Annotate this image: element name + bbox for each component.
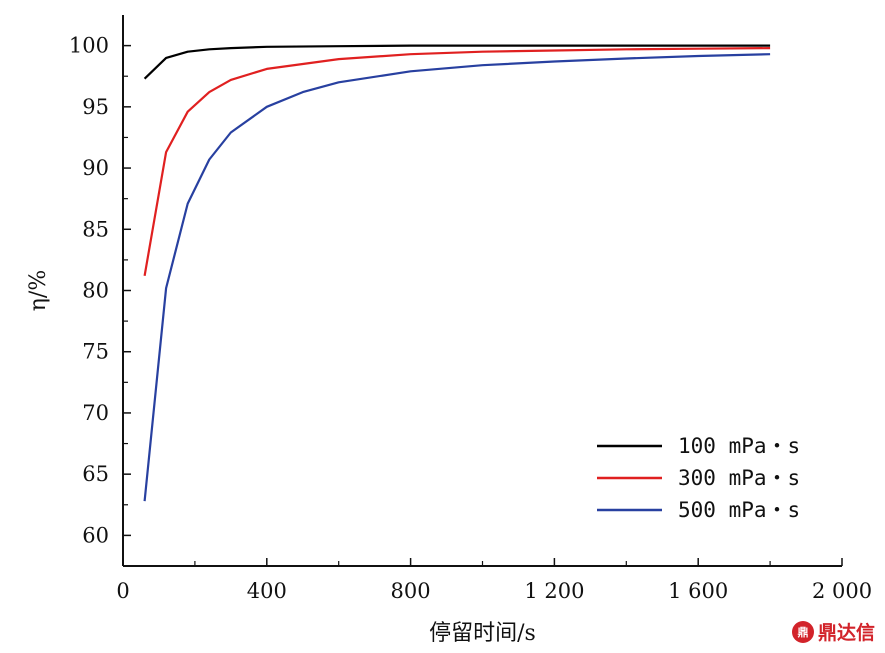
y-tick-label: 100	[69, 34, 109, 58]
y-tick-label: 75	[82, 340, 109, 364]
watermark: 鼎 鼎达信	[791, 618, 875, 645]
legend: 100 mPa・s 300 mPa・s 500 mPa・s	[597, 434, 800, 522]
x-tick-label: 800	[391, 579, 431, 603]
y-tick-label: 90	[82, 156, 109, 180]
watermark-text: 鼎达信	[817, 622, 875, 644]
ticks: 60 65 70 75 80 85 90 95 100 0 400 800 1 200 1 600 2 00…	[69, 34, 872, 603]
legend-label-3: 500 mPa・s	[678, 498, 800, 522]
x-tick-label: 400	[247, 579, 287, 603]
y-tick-label: 65	[82, 462, 109, 486]
y-tick-label: 60	[82, 523, 109, 547]
x-axis-title: 停留时间/s	[429, 621, 536, 646]
x-tick-label: 1 600	[668, 579, 728, 603]
y-tick-label: 80	[82, 279, 109, 303]
x-tick-label: 0	[116, 579, 129, 603]
series-line-2	[143, 47, 771, 276]
y-tick-label: 95	[82, 95, 109, 119]
x-tick-label: 2 000	[812, 579, 872, 603]
legend-label-2: 300 mPa・s	[678, 466, 800, 490]
y-axis-title: η/%	[26, 270, 51, 312]
x-tick-label: 1 200	[524, 579, 584, 603]
series-line-3	[143, 53, 771, 502]
legend-label-1: 100 mPa・s	[678, 434, 800, 458]
series-layer	[143, 44, 771, 502]
watermark-logo-icon: 鼎	[791, 620, 814, 643]
series-line-1	[143, 44, 771, 80]
y-tick-label: 85	[82, 217, 109, 241]
y-tick-label: 70	[82, 401, 109, 425]
